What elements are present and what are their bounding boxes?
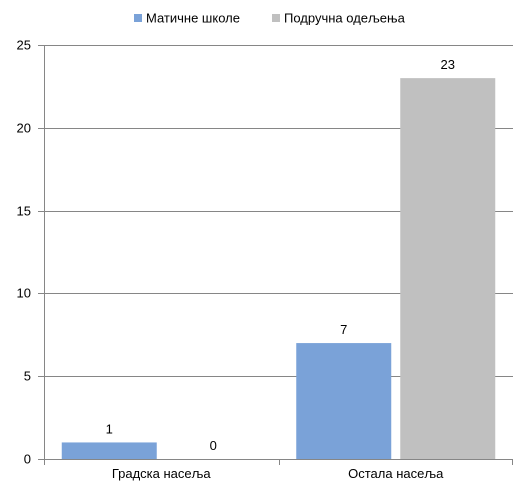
gridlines bbox=[38, 45, 513, 465]
data-label: 7 bbox=[340, 322, 347, 337]
x-tick-label: Градска насеља bbox=[112, 466, 212, 481]
data-label: 0 bbox=[210, 438, 217, 453]
y-tick-label: 20 bbox=[17, 121, 31, 136]
bar bbox=[296, 343, 392, 459]
x-axis-ticks: Градска насеља Остала насеља bbox=[112, 466, 444, 481]
data-label: 23 bbox=[441, 57, 455, 72]
bar bbox=[61, 442, 157, 459]
y-tick-label: 5 bbox=[24, 369, 31, 384]
y-tick-label: 25 bbox=[17, 38, 31, 53]
x-tick-label: Остала насеља bbox=[348, 466, 444, 481]
y-tick-label: 10 bbox=[17, 286, 31, 301]
y-tick-label: 0 bbox=[24, 452, 31, 467]
data-label: 1 bbox=[106, 421, 113, 436]
legend: Матичне школе Подручна одељења bbox=[134, 11, 406, 26]
y-tick-label: 15 bbox=[17, 204, 31, 219]
bar bbox=[400, 78, 496, 460]
y-axis-ticks: 0 5 10 15 20 25 bbox=[17, 38, 31, 467]
legend-swatch bbox=[272, 14, 280, 22]
legend-swatch bbox=[134, 14, 142, 22]
legend-label: Матичне школе bbox=[146, 11, 240, 26]
legend-label: Подручна одељења bbox=[284, 11, 406, 26]
data-labels: 1 0 7 23 bbox=[106, 57, 455, 453]
bars bbox=[61, 78, 496, 460]
